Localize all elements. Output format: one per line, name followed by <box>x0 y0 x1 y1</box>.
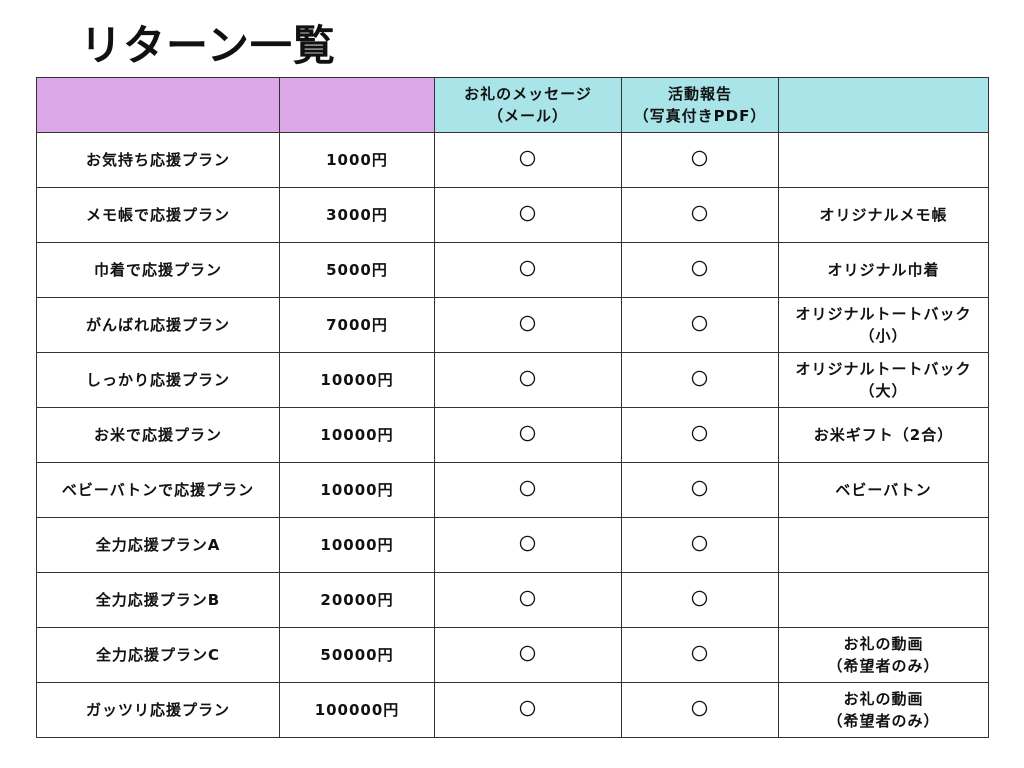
price-cell: 50000円 <box>279 627 435 683</box>
header-row: お礼のメッセージ （メール） 活動報告 （写真付きPDF） <box>36 77 989 133</box>
price-cell: 3000円 <box>279 187 435 243</box>
report-cell: 〇 <box>621 132 779 188</box>
header-report: 活動報告 （写真付きPDF） <box>621 77 779 133</box>
header-gift <box>778 77 989 133</box>
header-price <box>279 77 435 133</box>
page-title: リターン一覧 <box>80 21 336 70</box>
header-plan <box>36 77 280 133</box>
message-cell: 〇 <box>434 517 622 573</box>
message-cell: 〇 <box>434 462 622 518</box>
table-row: お米で応援プラン 10000円〇〇お米ギフト（2合） <box>36 407 989 463</box>
plan-cell: メモ帳で応援プラン <box>36 187 280 243</box>
plan-cell: 全力応援プランB <box>36 572 280 628</box>
report-cell: 〇 <box>621 517 779 573</box>
message-cell: 〇 <box>434 407 622 463</box>
gift-cell <box>778 572 989 628</box>
plan-cell: がんばれ応援プラン <box>36 297 280 353</box>
plan-cell: ガッツリ応援プラン <box>36 682 280 738</box>
plan-cell: ベビーバトンで応援プラン <box>36 462 280 518</box>
report-cell: 〇 <box>621 572 779 628</box>
price-cell: 10000円 <box>279 407 435 463</box>
report-cell: 〇 <box>621 682 779 738</box>
gift-cell: オリジナルトートバック （小） <box>778 297 989 353</box>
report-cell: 〇 <box>621 242 779 298</box>
price-cell: 100000円 <box>279 682 435 738</box>
table-row: お気持ち応援プラン 1000円〇〇 <box>36 132 989 188</box>
table-row: 巾着で応援プラン 5000円〇〇オリジナル巾着 <box>36 242 989 298</box>
gift-cell: お米ギフト（2合） <box>778 407 989 463</box>
price-cell: 7000円 <box>279 297 435 353</box>
table-row: 全力応援プランC 50000円〇〇お礼の動画 （希望者のみ） <box>36 627 989 683</box>
gift-cell: お礼の動画 （希望者のみ） <box>778 627 989 683</box>
table-row: 全力応援プランA 10000円〇〇 <box>36 517 989 573</box>
gift-cell <box>778 517 989 573</box>
price-cell: 10000円 <box>279 462 435 518</box>
gift-cell: オリジナル巾着 <box>778 242 989 298</box>
report-cell: 〇 <box>621 627 779 683</box>
message-cell: 〇 <box>434 132 622 188</box>
gift-cell: お礼の動画 （希望者のみ） <box>778 682 989 738</box>
price-cell: 20000円 <box>279 572 435 628</box>
returns-table: お礼のメッセージ （メール） 活動報告 （写真付きPDF） お気持ち応援プラン 1… <box>36 77 989 738</box>
report-cell: 〇 <box>621 187 779 243</box>
gift-cell <box>778 132 989 188</box>
gift-cell: ベビーバトン <box>778 462 989 518</box>
table-row: しっかり応援プラン 10000円〇〇オリジナルトートバック （大） <box>36 352 989 408</box>
message-cell: 〇 <box>434 572 622 628</box>
message-cell: 〇 <box>434 682 622 738</box>
plan-cell: しっかり応援プラン <box>36 352 280 408</box>
price-cell: 1000円 <box>279 132 435 188</box>
table-row: ガッツリ応援プラン 100000円〇〇お礼の動画 （希望者のみ） <box>36 682 989 738</box>
report-cell: 〇 <box>621 352 779 408</box>
report-cell: 〇 <box>621 297 779 353</box>
plan-cell: お米で応援プラン <box>36 407 280 463</box>
table-row: メモ帳で応援プラン 3000円〇〇オリジナルメモ帳 <box>36 187 989 243</box>
plan-cell: お気持ち応援プラン <box>36 132 280 188</box>
message-cell: 〇 <box>434 352 622 408</box>
table-row: ベビーバトンで応援プラン 10000円〇〇ベビーバトン <box>36 462 989 518</box>
header-message: お礼のメッセージ （メール） <box>434 77 622 133</box>
gift-cell: オリジナルトートバック （大） <box>778 352 989 408</box>
report-cell: 〇 <box>621 407 779 463</box>
plan-cell: 巾着で応援プラン <box>36 242 280 298</box>
table-row: 全力応援プランB 20000円〇〇 <box>36 572 989 628</box>
gift-cell: オリジナルメモ帳 <box>778 187 989 243</box>
report-cell: 〇 <box>621 462 779 518</box>
price-cell: 10000円 <box>279 352 435 408</box>
price-cell: 5000円 <box>279 242 435 298</box>
plan-cell: 全力応援プランC <box>36 627 280 683</box>
table-row: がんばれ応援プラン 7000円〇〇オリジナルトートバック （小） <box>36 297 989 353</box>
message-cell: 〇 <box>434 187 622 243</box>
plan-cell: 全力応援プランA <box>36 517 280 573</box>
price-cell: 10000円 <box>279 517 435 573</box>
message-cell: 〇 <box>434 242 622 298</box>
message-cell: 〇 <box>434 297 622 353</box>
message-cell: 〇 <box>434 627 622 683</box>
